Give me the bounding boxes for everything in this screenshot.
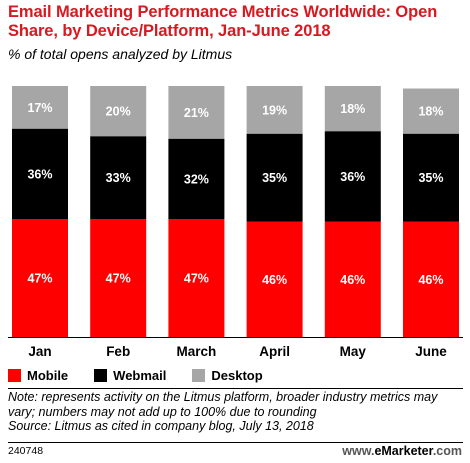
data-label-desktop-june: 18% (418, 105, 443, 119)
legend-label-mobile: Mobile (27, 367, 69, 383)
brand-prefix: www. (342, 444, 375, 458)
bar-webmail-may (324, 131, 381, 222)
x-tick-label-jan: Jan (28, 344, 51, 359)
data-label-webmail-march: 32% (184, 172, 209, 186)
brand-logo: www.eMarketer.com (342, 444, 462, 458)
bar-webmail-june (403, 133, 459, 222)
x-tick-label-feb: Feb (106, 344, 130, 359)
data-label-mobile-june: 46% (418, 273, 443, 287)
legend-swatch-mobile (8, 368, 21, 382)
brand-name: eMarketer (374, 444, 433, 458)
data-label-mobile-april: 46% (262, 273, 287, 287)
data-label-desktop-jan: 17% (27, 101, 52, 115)
bar-webmail-april (246, 133, 303, 222)
bar-mobile-may (324, 221, 381, 337)
chart-legend: Mobile Webmail Desktop (8, 367, 289, 383)
source-text: Source: Litmus as cited in company blog,… (8, 419, 314, 433)
chart-note: Note: represents activity on the Litmus … (8, 390, 463, 434)
data-label-webmail-april: 35% (262, 171, 287, 185)
data-label-webmail-june: 35% (418, 171, 443, 185)
bar-desktop-jan (12, 86, 68, 129)
data-label-desktop-april: 19% (262, 103, 287, 117)
brand-suffix: .com (432, 444, 462, 458)
data-label-desktop-may: 18% (340, 102, 365, 116)
bar-desktop-may (324, 86, 381, 132)
data-label-mobile-may: 46% (340, 273, 365, 287)
bar-desktop-june (403, 88, 459, 134)
x-tick-label-june: June (415, 344, 447, 359)
data-label-desktop-march: 21% (184, 106, 209, 120)
chart-title: Email Marketing Performance Metrics Worl… (8, 3, 438, 40)
x-tick-label-march: March (177, 344, 217, 359)
bar-desktop-april (246, 86, 303, 134)
data-label-desktop-feb: 20% (106, 105, 131, 119)
bar-desktop-march (168, 86, 225, 139)
data-label-mobile-march: 47% (184, 272, 209, 286)
data-label-mobile-jan: 47% (27, 272, 52, 286)
legend-swatch-webmail (94, 368, 108, 382)
bar-mobile-april (246, 221, 303, 337)
bar-webmail-march (168, 138, 225, 220)
note-divider (8, 388, 463, 389)
bar-mobile-jan (12, 219, 68, 337)
bar-webmail-feb (90, 136, 147, 220)
data-label-webmail-feb: 33% (106, 171, 131, 185)
bar-webmail-jan (12, 128, 68, 220)
legend-swatch-desktop (192, 368, 206, 382)
note-text: Note: represents activity on the Litmus … (8, 390, 438, 419)
legend-label-desktop: Desktop (211, 367, 263, 383)
legend-label-webmail: Webmail (113, 367, 167, 383)
x-tick-label-may: May (340, 344, 367, 359)
legend-item-webmail: Webmail (94, 368, 166, 383)
data-label-webmail-jan: 36% (27, 167, 52, 181)
bar-mobile-june (403, 221, 459, 337)
legend-item-mobile: Mobile (8, 368, 68, 383)
data-label-mobile-feb: 47% (106, 272, 131, 286)
footer-divider (8, 442, 463, 443)
bar-desktop-feb (90, 86, 147, 137)
data-label-webmail-may: 36% (340, 170, 365, 184)
legend-item-desktop: Desktop (192, 367, 263, 383)
x-tick-label-april: April (259, 344, 290, 359)
bar-mobile-feb (90, 219, 147, 337)
chart-subtitle: % of total opens analyzed by Litmus (8, 46, 233, 62)
bar-mobile-march (168, 219, 225, 337)
chart-id: 240748 (8, 445, 44, 457)
